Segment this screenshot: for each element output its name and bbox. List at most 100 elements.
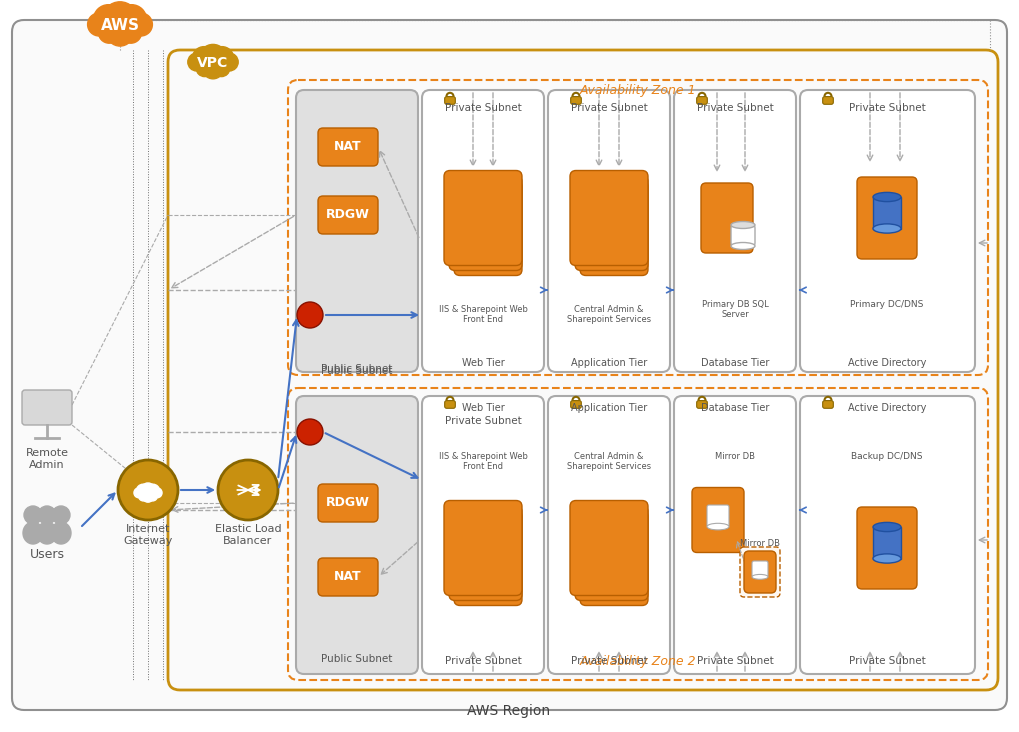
Circle shape	[137, 485, 150, 497]
FancyBboxPatch shape	[318, 128, 378, 166]
FancyBboxPatch shape	[800, 396, 975, 674]
Circle shape	[116, 4, 147, 35]
Ellipse shape	[51, 522, 71, 544]
Text: Public Subnet: Public Subnet	[321, 364, 392, 374]
FancyBboxPatch shape	[444, 171, 522, 266]
Circle shape	[203, 58, 223, 79]
Circle shape	[145, 489, 156, 500]
Text: RDGW: RDGW	[326, 496, 370, 509]
Ellipse shape	[873, 193, 901, 201]
Text: AWS Region: AWS Region	[468, 704, 550, 718]
Ellipse shape	[752, 575, 768, 579]
Text: Backup DC/DNS: Backup DC/DNS	[851, 452, 923, 461]
FancyBboxPatch shape	[752, 561, 768, 577]
Ellipse shape	[873, 523, 901, 531]
FancyBboxPatch shape	[740, 547, 780, 597]
Text: Private Subnet: Private Subnet	[444, 416, 522, 426]
FancyBboxPatch shape	[692, 488, 744, 553]
Text: Private Subnet: Private Subnet	[849, 656, 925, 666]
Text: Active Directory: Active Directory	[848, 358, 926, 368]
Text: VPC: VPC	[198, 56, 228, 70]
Circle shape	[193, 47, 216, 70]
FancyBboxPatch shape	[454, 510, 522, 605]
Circle shape	[133, 488, 144, 498]
FancyBboxPatch shape	[707, 505, 729, 526]
FancyBboxPatch shape	[422, 90, 544, 372]
Circle shape	[148, 492, 157, 501]
FancyBboxPatch shape	[449, 176, 522, 271]
Circle shape	[297, 302, 323, 328]
Circle shape	[197, 60, 213, 77]
FancyBboxPatch shape	[857, 177, 917, 259]
Text: Internet
Gateway: Internet Gateway	[123, 524, 172, 545]
Circle shape	[218, 460, 278, 520]
Text: Database Tier: Database Tier	[701, 358, 769, 368]
Bar	[873, 527, 901, 559]
FancyBboxPatch shape	[318, 196, 378, 234]
Circle shape	[187, 53, 206, 71]
FancyBboxPatch shape	[701, 183, 753, 253]
FancyBboxPatch shape	[580, 181, 648, 275]
Circle shape	[120, 22, 142, 43]
Text: Web Tier: Web Tier	[462, 403, 504, 413]
FancyBboxPatch shape	[822, 400, 834, 408]
Circle shape	[24, 506, 42, 524]
Text: NAT: NAT	[334, 141, 362, 154]
Text: Remote
Admin: Remote Admin	[25, 448, 68, 470]
Text: Private Subnet: Private Subnet	[849, 103, 925, 113]
FancyBboxPatch shape	[296, 396, 418, 674]
Circle shape	[106, 19, 133, 46]
Text: IIS & Sharepoint Web
Front End: IIS & Sharepoint Web Front End	[438, 305, 528, 324]
Text: Private Subnet: Private Subnet	[444, 656, 522, 666]
Text: Elastic Load
Balancer: Elastic Load Balancer	[215, 524, 281, 545]
Text: Mirror DB: Mirror DB	[740, 539, 780, 548]
Circle shape	[129, 13, 153, 36]
Text: Private Subnet: Private Subnet	[571, 656, 647, 666]
Circle shape	[141, 483, 156, 498]
Ellipse shape	[37, 522, 57, 544]
Text: Application Tier: Application Tier	[571, 358, 647, 368]
FancyBboxPatch shape	[548, 396, 671, 674]
FancyBboxPatch shape	[454, 181, 522, 275]
Text: IIS & Sharepoint Web
Front End: IIS & Sharepoint Web Front End	[438, 452, 528, 471]
FancyBboxPatch shape	[674, 90, 796, 372]
Ellipse shape	[731, 222, 755, 228]
Circle shape	[118, 460, 178, 520]
Text: Availability Zone 1: Availability Zone 1	[580, 84, 696, 97]
Text: AWS: AWS	[101, 18, 140, 34]
Circle shape	[213, 60, 230, 77]
FancyBboxPatch shape	[731, 225, 755, 246]
Circle shape	[94, 4, 123, 35]
Text: Active Directory: Active Directory	[848, 403, 926, 413]
FancyBboxPatch shape	[697, 400, 707, 408]
Circle shape	[140, 489, 151, 500]
Text: Users: Users	[30, 548, 64, 561]
Text: Database Tier: Database Tier	[701, 403, 769, 413]
Text: Web Tier: Web Tier	[462, 358, 504, 368]
Circle shape	[210, 47, 233, 70]
Text: Availability Zone 2: Availability Zone 2	[580, 655, 696, 668]
Circle shape	[199, 56, 219, 75]
Circle shape	[147, 485, 160, 497]
FancyBboxPatch shape	[22, 390, 72, 425]
Circle shape	[139, 492, 148, 501]
Text: Private Subnet: Private Subnet	[444, 103, 522, 113]
FancyBboxPatch shape	[444, 400, 455, 408]
FancyBboxPatch shape	[857, 507, 917, 589]
FancyBboxPatch shape	[548, 90, 671, 372]
Text: Mirror DB: Mirror DB	[715, 452, 755, 461]
Circle shape	[142, 490, 154, 502]
Circle shape	[207, 56, 227, 75]
Circle shape	[88, 13, 111, 36]
FancyBboxPatch shape	[422, 396, 544, 674]
Circle shape	[38, 506, 56, 524]
Circle shape	[220, 53, 238, 71]
FancyBboxPatch shape	[580, 510, 648, 605]
Circle shape	[102, 1, 138, 38]
FancyBboxPatch shape	[575, 176, 648, 271]
Circle shape	[112, 16, 139, 42]
FancyBboxPatch shape	[697, 97, 707, 104]
Text: Public Subnet: Public Subnet	[321, 366, 392, 376]
Text: Private Subnet: Private Subnet	[697, 103, 773, 113]
FancyBboxPatch shape	[318, 484, 378, 522]
